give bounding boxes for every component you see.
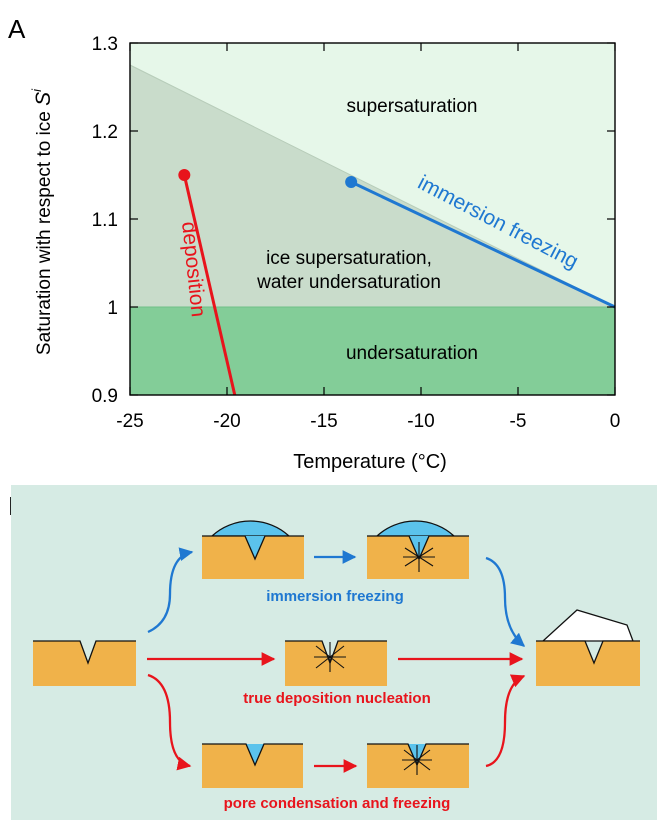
panel-a-letter: A (8, 14, 26, 44)
y-tick-label: 1.2 (92, 122, 118, 143)
annotation-undersaturation: undersaturation (346, 343, 478, 364)
annotation-ice-supersaturation: ice supersaturation, (266, 248, 432, 269)
x-tick-label: -10 (407, 411, 434, 432)
water-saturation-boundary (129, 64, 616, 308)
y-tick-label: 0.9 (92, 386, 118, 407)
arrow-to-immersion (147, 547, 194, 634)
arrow-immersion-to-crystal (485, 556, 526, 647)
water-droplet (210, 520, 291, 537)
series-marker-0 (178, 169, 191, 181)
ice-nucleus-icon (402, 745, 432, 775)
series-marker-1 (345, 176, 358, 189)
ice-nucleus-icon (314, 642, 346, 672)
series-line-1 (350, 180, 616, 309)
x-tick-label: -5 (510, 411, 527, 432)
annotation-water-undersaturation: water undersaturation (256, 272, 441, 293)
substrate-initial (33, 640, 136, 686)
arrow-to-pore (147, 673, 192, 771)
series-line-0 (182, 174, 237, 396)
arrow-pore-to-crystal (485, 674, 526, 768)
annotation-supersaturation: supersaturation (347, 96, 478, 117)
substrate-ice-crystal (536, 609, 640, 686)
ice-nucleus-icon (403, 542, 435, 572)
substrate-deposition-nucleus (285, 640, 387, 686)
supersaturation-region (130, 43, 615, 307)
y-tick-label: 1 (107, 298, 118, 319)
substrate-pore-freezing (367, 743, 469, 788)
x-tick-label: -25 (116, 411, 143, 432)
substrate-pore-water (202, 743, 303, 788)
undersaturation-region (130, 307, 615, 395)
y-tick-label: 1.1 (92, 210, 118, 231)
phase-diagram-chart: -25 -20 -15 -10 -5 0 0.9 1 1.1 1.2 1.3 supersatura… (29, 34, 620, 473)
label-pore-condensation: pore condensation and freezing (224, 795, 451, 812)
label-immersion-freezing: immersion freezing (266, 588, 404, 605)
x-tick-label: 0 (610, 411, 621, 432)
x-axis-label: Temperature (°C) (293, 451, 447, 473)
substrate-immersion-droplet (202, 520, 304, 579)
series-layer (178, 169, 616, 396)
x-tick-label: -15 (310, 411, 337, 432)
x-tick-label: -20 (213, 411, 240, 432)
substrate-immersion-nucleus (367, 520, 469, 579)
label-true-deposition: true deposition nucleation (243, 690, 431, 707)
y-axis-label: Saturation with respect to ice Si (29, 88, 55, 355)
ticks-layer: -25 -20 -15 -10 -5 0 0.9 1 1.1 1.2 1.3 (92, 34, 621, 432)
water-droplet (375, 520, 456, 537)
y-tick-label: 1.3 (92, 34, 118, 55)
